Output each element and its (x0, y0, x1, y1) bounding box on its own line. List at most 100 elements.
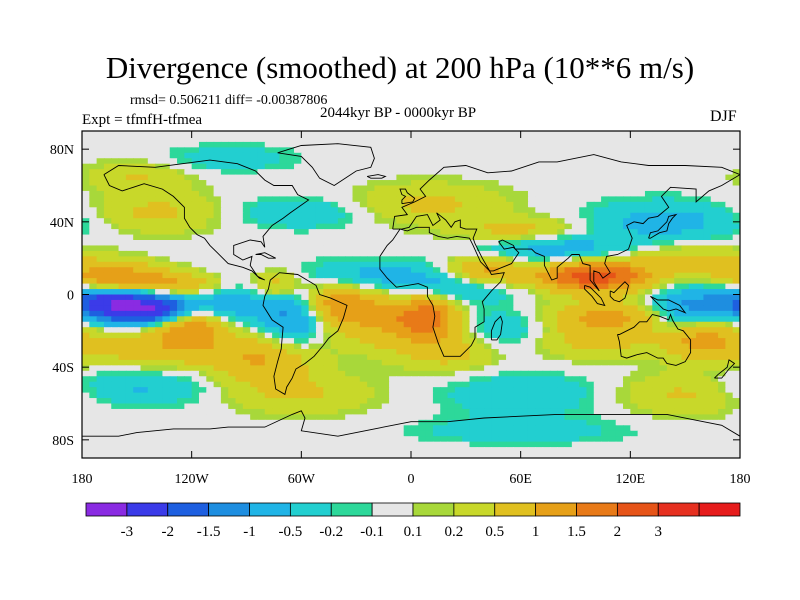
field-cell (564, 174, 573, 181)
field-cell (264, 376, 273, 383)
field-cell (527, 392, 536, 399)
field-cell (315, 185, 324, 192)
field-cell (513, 196, 522, 203)
field-cell (374, 141, 383, 148)
field-cell (337, 376, 346, 383)
field-cell (403, 338, 412, 345)
field-cell (644, 370, 653, 377)
field-cell (491, 392, 500, 399)
field-cell (403, 136, 412, 143)
field-cell (688, 381, 697, 388)
field-cell (191, 229, 200, 236)
field-cell (140, 338, 149, 345)
field-cell (557, 272, 566, 279)
field-cell (571, 316, 580, 323)
field-cell (652, 131, 661, 138)
field-cell (571, 408, 580, 415)
field-cell (125, 359, 134, 366)
field-cell (235, 234, 244, 241)
field-cell (601, 414, 609, 421)
field-cell (184, 256, 193, 263)
field-cell (535, 152, 544, 159)
field-cell (272, 321, 280, 328)
field-cell (447, 218, 456, 225)
field-cell (666, 131, 675, 138)
field-cell (242, 185, 251, 192)
field-cell (469, 272, 478, 279)
field-cell (469, 370, 478, 377)
field-cell (103, 250, 112, 257)
field-cell (615, 218, 624, 225)
field-cell (469, 305, 478, 312)
field-cell (198, 381, 207, 388)
field-cell (535, 207, 544, 214)
field-cell (542, 163, 551, 170)
field-cell (696, 354, 705, 361)
field-cell (725, 376, 734, 383)
field-cell (272, 240, 280, 247)
field-cell (571, 196, 580, 203)
field-cell (710, 305, 719, 312)
field-cell (345, 158, 354, 165)
field-cell (462, 190, 471, 197)
field-cell (82, 414, 90, 421)
field-cell (191, 218, 200, 225)
field-cell (286, 403, 295, 410)
field-cell (564, 169, 573, 176)
field-cell (118, 359, 127, 366)
field-cell (527, 174, 536, 181)
field-cell (272, 250, 280, 257)
field-cell (147, 338, 156, 345)
field-cell (155, 376, 164, 383)
field-cell (367, 370, 376, 377)
field-cell (228, 267, 237, 274)
field-cell (542, 419, 551, 426)
field-cell (177, 201, 185, 208)
field-cell (155, 310, 164, 317)
field-cell (564, 245, 573, 252)
field-cell (184, 136, 193, 143)
field-cell (623, 141, 631, 148)
field-cell (111, 332, 120, 339)
field-cell (228, 245, 237, 252)
field-cell (330, 272, 339, 279)
field-cell (674, 261, 683, 268)
field-cell (184, 332, 193, 339)
field-cell (630, 212, 639, 219)
field-cell (177, 408, 185, 415)
field-cell (345, 381, 354, 388)
field-cell (506, 403, 514, 410)
field-cell (279, 267, 288, 274)
field-cell (601, 321, 609, 328)
field-cell (198, 163, 207, 170)
field-cell (542, 289, 551, 296)
field-cell (674, 163, 683, 170)
field-cell (147, 392, 156, 399)
field-cell (732, 141, 740, 148)
field-cell (118, 365, 127, 372)
field-cell (191, 381, 200, 388)
field-cell (272, 229, 280, 236)
field-cell (359, 250, 368, 257)
field-cell (206, 272, 215, 279)
field-cell (425, 332, 434, 339)
field-cell (257, 229, 266, 236)
field-cell (177, 234, 185, 241)
field-cell (506, 370, 514, 377)
field-cell (681, 321, 690, 328)
field-cell (191, 250, 200, 257)
field-cell (652, 240, 661, 247)
field-cell (345, 218, 354, 225)
field-cell (593, 141, 602, 148)
field-cell (703, 305, 712, 312)
field-cell (118, 201, 127, 208)
field-cell (213, 240, 222, 247)
field-cell (593, 229, 602, 236)
field-cell (147, 234, 156, 241)
field-cell (206, 261, 215, 268)
field-cell (279, 163, 288, 170)
field-cell (279, 327, 288, 334)
field-cell (345, 190, 354, 197)
field-cell (301, 234, 310, 241)
field-cell (542, 223, 551, 230)
